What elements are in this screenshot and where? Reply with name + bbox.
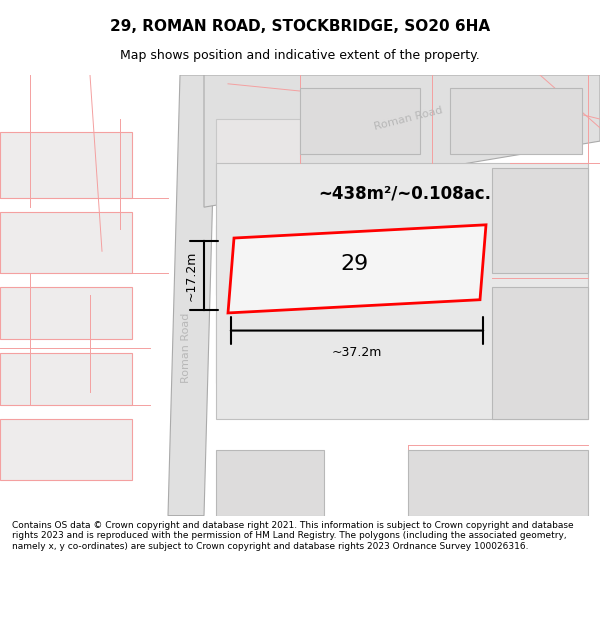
Bar bbox=[0, 212, 132, 273]
Bar bbox=[216, 119, 300, 198]
Bar bbox=[408, 449, 588, 516]
Bar bbox=[492, 286, 588, 419]
Bar bbox=[300, 88, 420, 154]
Polygon shape bbox=[204, 75, 600, 208]
Text: ~438m²/~0.108ac.: ~438m²/~0.108ac. bbox=[318, 185, 491, 203]
Text: 29, ROMAN ROAD, STOCKBRIDGE, SO20 6HA: 29, ROMAN ROAD, STOCKBRIDGE, SO20 6HA bbox=[110, 19, 490, 34]
Bar bbox=[216, 313, 276, 384]
Text: 29: 29 bbox=[340, 254, 368, 274]
Polygon shape bbox=[228, 225, 486, 313]
Text: ~17.2m: ~17.2m bbox=[185, 250, 198, 301]
Bar bbox=[492, 168, 588, 273]
Bar bbox=[216, 449, 324, 516]
Text: Map shows position and indicative extent of the property.: Map shows position and indicative extent… bbox=[120, 49, 480, 62]
Bar bbox=[0, 286, 132, 339]
Bar bbox=[216, 225, 276, 296]
Bar bbox=[450, 88, 582, 154]
Bar bbox=[216, 163, 588, 419]
Bar bbox=[0, 132, 132, 198]
Polygon shape bbox=[168, 75, 216, 516]
Bar bbox=[0, 419, 132, 481]
Text: ~37.2m: ~37.2m bbox=[332, 346, 382, 359]
Text: Roman Road: Roman Road bbox=[373, 106, 443, 132]
Text: Contains OS data © Crown copyright and database right 2021. This information is : Contains OS data © Crown copyright and d… bbox=[12, 521, 574, 551]
Text: Roman Road: Roman Road bbox=[181, 313, 191, 383]
Bar bbox=[0, 352, 132, 406]
